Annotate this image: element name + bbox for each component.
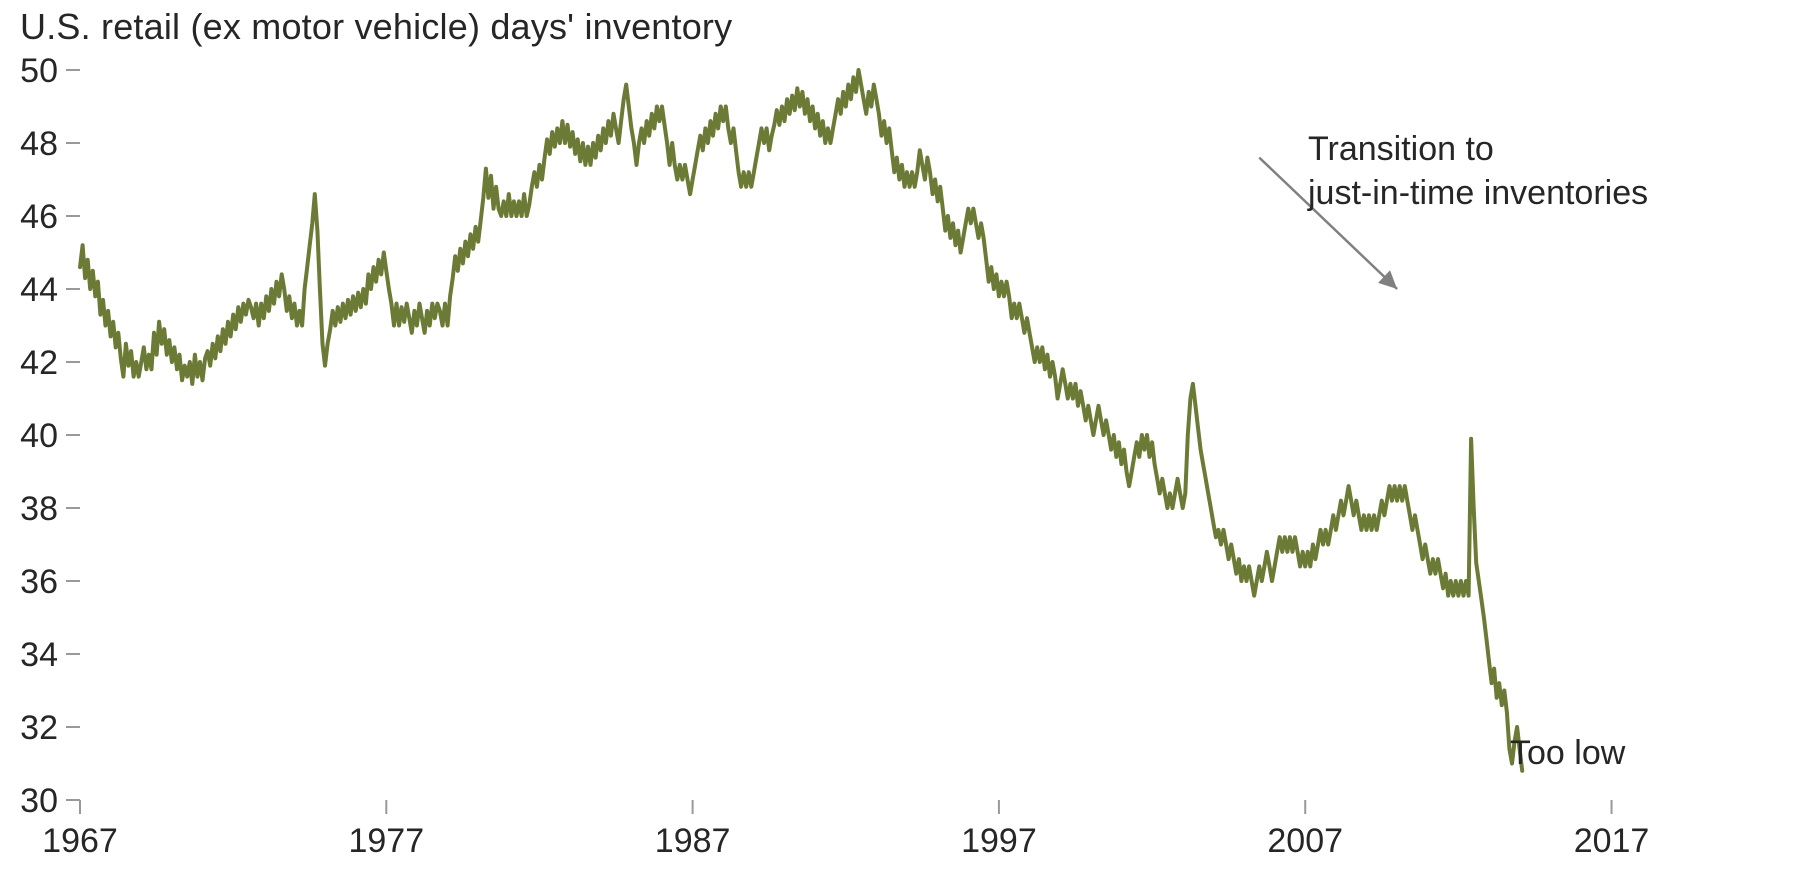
annotation-too-low-text: Too low bbox=[1510, 734, 1625, 772]
annotation-too-low: Too low bbox=[1510, 732, 1625, 776]
series-line bbox=[80, 70, 1522, 771]
y-tick-label: 30 bbox=[20, 782, 58, 820]
inventory-chart: U.S. retail (ex motor vehicle) days' inv… bbox=[0, 0, 1800, 874]
annotation-jit-line2: just-in-time inventories bbox=[1308, 174, 1648, 212]
y-tick-label: 40 bbox=[20, 417, 58, 455]
x-tick-label: 1967 bbox=[42, 822, 118, 860]
y-tick-label: 36 bbox=[20, 563, 58, 601]
x-tick-label: 1987 bbox=[655, 822, 731, 860]
x-tick-label: 1977 bbox=[348, 822, 424, 860]
x-tick-label: 2017 bbox=[1574, 822, 1650, 860]
annotation-jit: Transition to just-in-time inventories bbox=[1308, 128, 1648, 215]
y-tick-label: 48 bbox=[20, 125, 58, 163]
y-tick-label: 32 bbox=[20, 709, 58, 747]
y-tick-label: 46 bbox=[20, 198, 58, 236]
y-tick-label: 44 bbox=[20, 271, 58, 309]
annotation-jit-line1: Transition to bbox=[1308, 130, 1494, 168]
x-tick-label: 1997 bbox=[961, 822, 1037, 860]
y-tick-label: 50 bbox=[20, 52, 58, 90]
y-tick-label: 38 bbox=[20, 490, 58, 528]
y-tick-label: 42 bbox=[20, 344, 58, 382]
y-tick-label: 34 bbox=[20, 636, 58, 674]
x-tick-label: 2007 bbox=[1267, 822, 1343, 860]
